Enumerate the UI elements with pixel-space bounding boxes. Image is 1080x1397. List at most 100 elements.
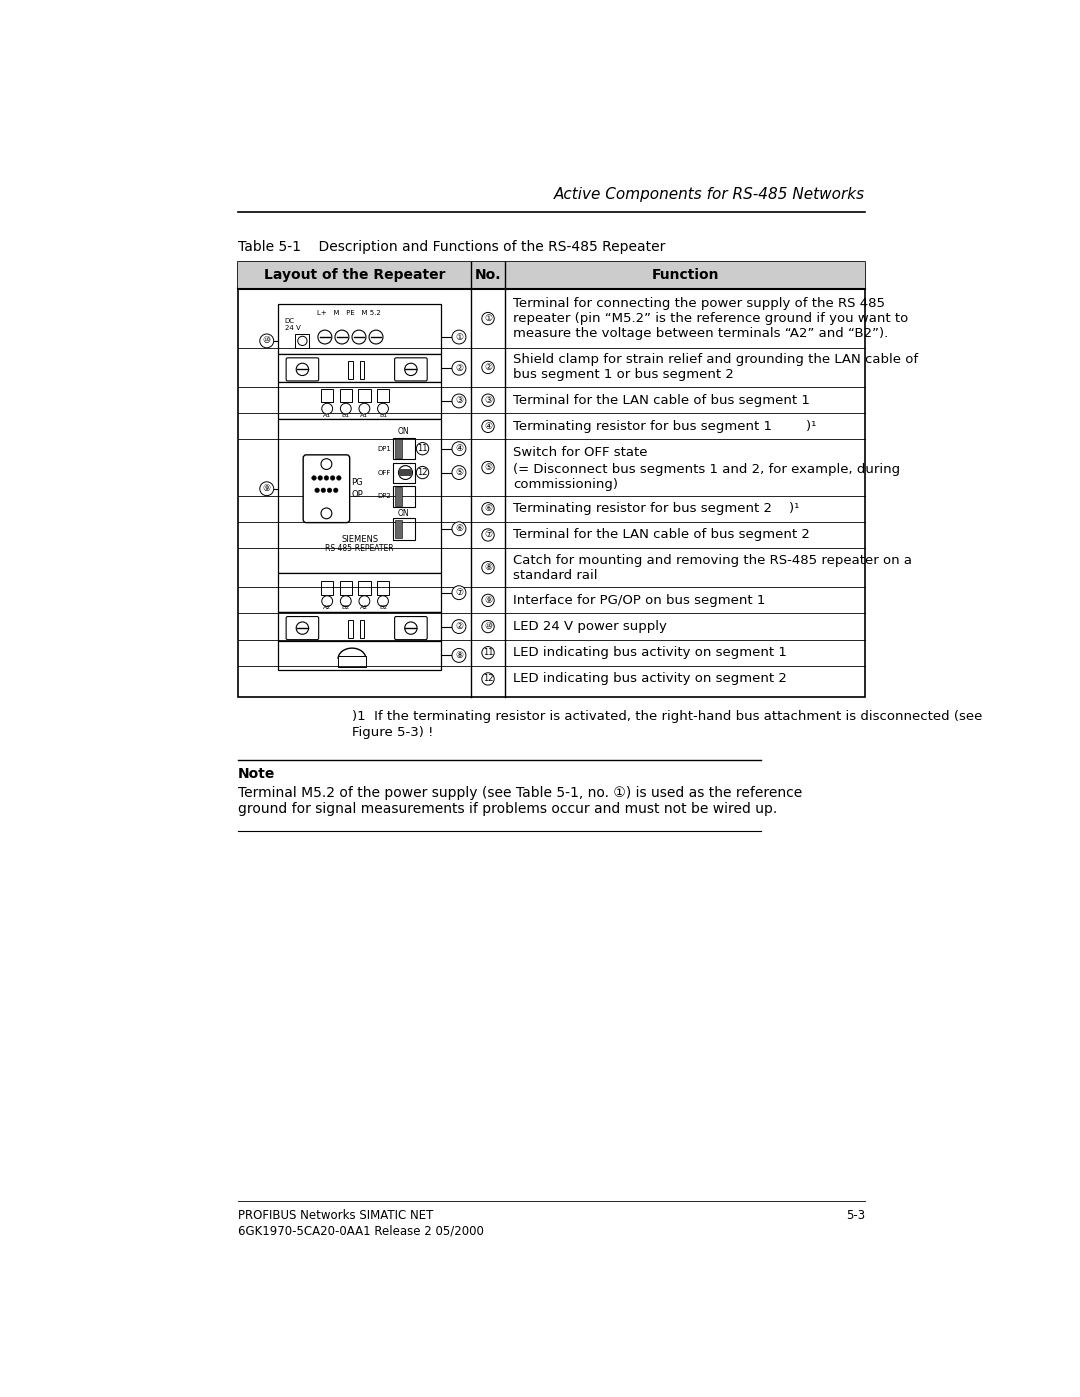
Circle shape	[451, 465, 465, 479]
Bar	[377, 388, 389, 402]
Text: L+   M   PE   M 5.2: L+ M PE M 5.2	[318, 310, 381, 316]
Circle shape	[318, 475, 323, 481]
Circle shape	[482, 461, 495, 474]
Circle shape	[378, 595, 389, 606]
Text: B1: B1	[379, 414, 387, 418]
Text: 11: 11	[483, 648, 494, 657]
Circle shape	[482, 594, 495, 606]
Text: DP2: DP2	[377, 493, 391, 500]
Circle shape	[451, 585, 465, 599]
Bar	[505, 261, 865, 289]
Bar	[359, 388, 370, 402]
Bar	[400, 469, 411, 475]
Circle shape	[482, 647, 495, 659]
Text: B2: B2	[379, 605, 387, 610]
Circle shape	[482, 529, 495, 541]
Text: ■: ■	[420, 446, 426, 451]
Text: No.: No.	[475, 268, 501, 282]
Text: DP1: DP1	[377, 446, 391, 451]
Text: A2: A2	[361, 605, 368, 610]
Circle shape	[337, 475, 341, 481]
Bar	[394, 440, 403, 458]
Circle shape	[482, 313, 495, 324]
Bar	[393, 462, 415, 482]
Bar	[360, 620, 364, 638]
Text: A1: A1	[323, 414, 332, 418]
Bar	[279, 573, 441, 612]
Circle shape	[352, 330, 366, 344]
Text: ①: ①	[455, 332, 463, 341]
Text: SIEMENS: SIEMENS	[341, 535, 378, 545]
Circle shape	[322, 404, 333, 414]
Circle shape	[399, 465, 413, 479]
Text: Switch for OFF state: Switch for OFF state	[513, 446, 648, 458]
Bar	[279, 305, 441, 353]
Circle shape	[260, 334, 273, 348]
Text: 11: 11	[417, 444, 428, 453]
Text: ④: ④	[484, 422, 492, 430]
Text: 12: 12	[417, 468, 428, 476]
Bar	[394, 488, 403, 506]
Circle shape	[482, 362, 495, 373]
Circle shape	[321, 458, 332, 469]
Bar	[238, 261, 865, 697]
Text: LED indicating bus activity on segment 1: LED indicating bus activity on segment 1	[513, 647, 787, 659]
Circle shape	[417, 443, 428, 454]
Bar	[377, 581, 389, 595]
Text: B2: B2	[341, 605, 350, 610]
Circle shape	[321, 509, 332, 518]
Text: ③: ③	[455, 397, 463, 405]
Bar	[360, 360, 364, 380]
Bar	[339, 388, 352, 402]
Text: Terminal M5.2 of the power supply (see Table 5-1, no. ①) is used as the referenc: Terminal M5.2 of the power supply (see T…	[238, 787, 802, 816]
Text: ⑧: ⑧	[484, 563, 492, 573]
Text: ⑨: ⑨	[484, 597, 492, 605]
Text: A2: A2	[323, 605, 332, 610]
Text: Shield clamp for strain relief and grounding the LAN cable of
bus segment 1 or b: Shield clamp for strain relief and groun…	[513, 353, 918, 381]
Circle shape	[482, 420, 495, 433]
Text: LED indicating bus activity on segment 2: LED indicating bus activity on segment 2	[513, 672, 787, 686]
Circle shape	[359, 595, 369, 606]
Circle shape	[296, 622, 309, 634]
Circle shape	[296, 363, 309, 376]
Circle shape	[314, 488, 320, 493]
Text: Terminal for connecting the power supply of the RS 485
repeater (pin “M5.2” is t: Terminal for connecting the power supply…	[513, 298, 908, 339]
Text: 5-3: 5-3	[846, 1210, 865, 1222]
Text: DC
24 V: DC 24 V	[284, 319, 300, 331]
Text: Table 5-1    Description and Functions of the RS-485 Repeater: Table 5-1 Description and Functions of t…	[238, 240, 665, 254]
Text: PROFIBUS Networks SIMATIC NET
6GK1970-5CA20-0AA1 Release 2 05/2000: PROFIBUS Networks SIMATIC NET 6GK1970-5C…	[238, 1210, 484, 1238]
Circle shape	[359, 404, 369, 414]
Bar	[279, 353, 441, 383]
Text: ⑩: ⑩	[484, 622, 492, 631]
FancyBboxPatch shape	[286, 616, 319, 640]
Text: ⑦: ⑦	[484, 531, 492, 539]
Circle shape	[451, 620, 465, 633]
Text: RS 485-REPEATER: RS 485-REPEATER	[325, 545, 394, 553]
Circle shape	[335, 330, 349, 344]
Bar	[279, 612, 441, 641]
Circle shape	[482, 620, 495, 633]
Text: (= Disconnect bus segments 1 and 2, for example, during
commissioning): (= Disconnect bus segments 1 and 2, for …	[513, 462, 901, 490]
Circle shape	[327, 488, 332, 493]
Text: ⑩: ⑩	[262, 337, 271, 345]
Text: )1  If the terminating resistor is activated, the right-hand bus attachment is d: )1 If the terminating resistor is activa…	[352, 711, 983, 724]
Text: ②: ②	[455, 622, 463, 631]
Bar	[279, 641, 441, 669]
Circle shape	[482, 503, 495, 515]
Text: Figure 5-3) !: Figure 5-3) !	[352, 726, 433, 739]
Text: ②: ②	[455, 363, 463, 373]
Circle shape	[312, 475, 316, 481]
Bar	[471, 261, 505, 289]
Text: ④: ④	[455, 444, 463, 453]
Text: ON: ON	[397, 509, 409, 518]
Text: ON: ON	[397, 427, 409, 436]
Circle shape	[260, 482, 273, 496]
Circle shape	[369, 330, 383, 344]
Circle shape	[405, 622, 417, 634]
Circle shape	[322, 595, 333, 606]
Bar	[393, 518, 415, 539]
Bar	[394, 520, 403, 538]
Text: PG: PG	[351, 478, 363, 488]
Bar	[359, 581, 370, 595]
Bar	[348, 620, 353, 638]
